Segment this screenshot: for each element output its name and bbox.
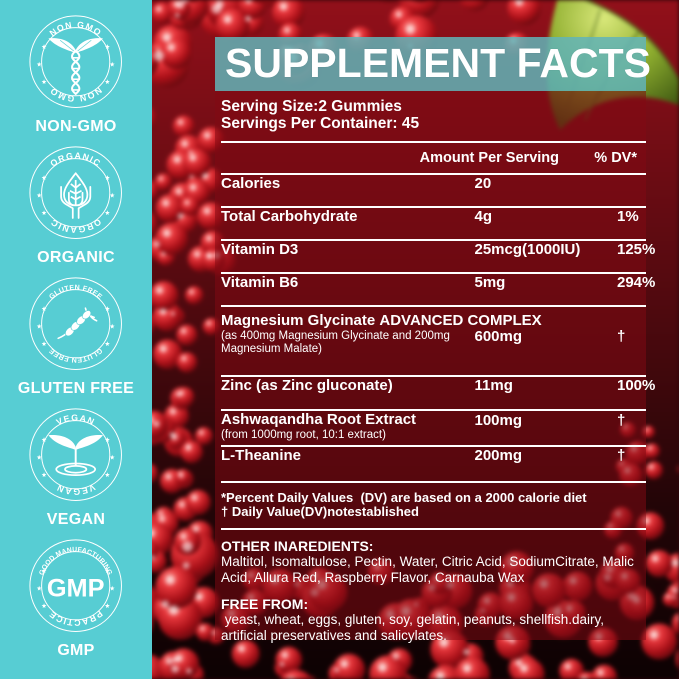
- svg-text:GOOD MANUFACTURING: GOOD MANUFACTURING: [39, 547, 114, 577]
- svg-text:GMP: GMP: [47, 575, 105, 603]
- svg-text:ORGANIC: ORGANIC: [49, 217, 104, 235]
- svg-text:PRACTICE: PRACTICE: [47, 609, 105, 628]
- svg-text:GLUTEN FREE: GLUTEN FREE: [48, 284, 104, 301]
- svg-text:GLUTEN FREE: GLUTEN FREE: [48, 347, 104, 364]
- svg-text:NON GMO: NON GMO: [48, 20, 104, 39]
- svg-text:VEGAN: VEGAN: [55, 413, 97, 428]
- svg-text:VEGAN: VEGAN: [55, 483, 97, 498]
- svg-text:ORGANIC: ORGANIC: [49, 151, 104, 169]
